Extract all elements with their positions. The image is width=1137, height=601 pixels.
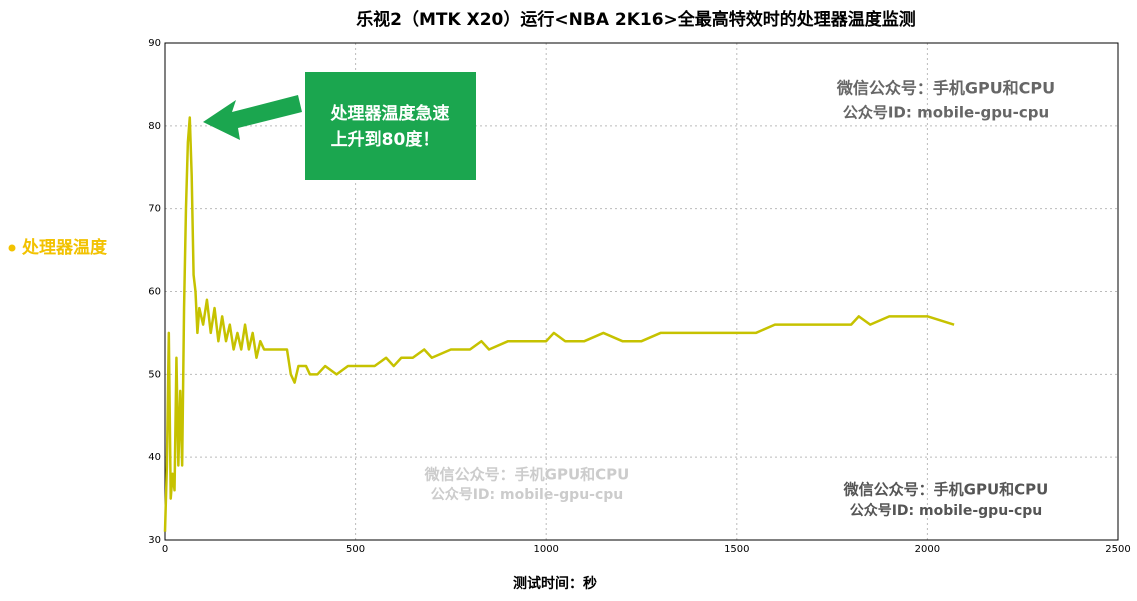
- y-tick-label: 70: [148, 204, 161, 215]
- watermark: 微信公众号：手机GPU和CPU: [836, 79, 1055, 98]
- watermark: 微信公众号：手机GPU和CPU: [843, 481, 1049, 499]
- x-tick-label: 2500: [1105, 544, 1130, 555]
- annotation-text: 上升到80度！: [331, 129, 440, 150]
- watermark: 微信公众号：手机GPU和CPU: [424, 466, 630, 484]
- x-tick-label: 500: [346, 544, 365, 555]
- y-tick-label: 80: [148, 121, 161, 132]
- y-tick-label: 90: [148, 38, 161, 49]
- x-tick-label: 1000: [533, 544, 558, 555]
- y-tick-label: 60: [148, 287, 161, 298]
- watermark: 公众号ID: mobile-gpu-cpu: [843, 104, 1049, 122]
- x-tick-label: 0: [162, 544, 168, 555]
- y-tick-label: 40: [148, 452, 161, 463]
- watermark: 公众号ID: mobile-gpu-cpu: [431, 486, 624, 503]
- watermark: 公众号ID: mobile-gpu-cpu: [850, 502, 1043, 519]
- plot-frame: [164, 42, 1119, 541]
- annotation-text: 处理器温度急速: [330, 103, 450, 124]
- annotation-arrow: [203, 95, 302, 140]
- y-tick-label: 30: [148, 535, 161, 546]
- data-line: [163, 116, 955, 532]
- annotation-box: [305, 72, 476, 180]
- y-tick-label: 50: [148, 369, 161, 380]
- legend-label: 处理器温度: [21, 237, 108, 258]
- chart-title: 乐视2（MTK X20）运行<NBA 2K16>全最高特效时的处理器温度监测: [356, 9, 916, 30]
- x-tick-label: 2000: [915, 544, 940, 555]
- legend-marker: [8, 244, 16, 252]
- x-tick-label: 1500: [724, 544, 749, 555]
- x-axis-label: 测试时间：秒: [513, 575, 597, 592]
